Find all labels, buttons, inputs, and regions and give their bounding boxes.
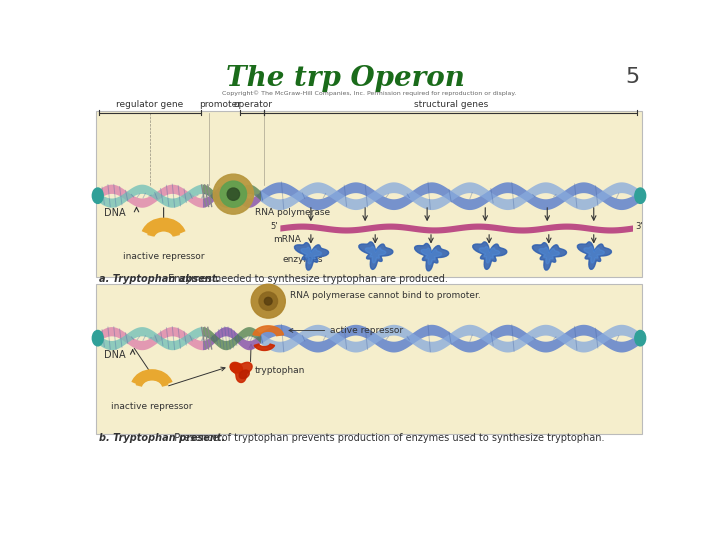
Text: a. Tryptophan absent.: a. Tryptophan absent.	[99, 274, 220, 284]
Text: regulator gene: regulator gene	[117, 100, 184, 110]
Ellipse shape	[92, 330, 103, 346]
Text: 5': 5'	[271, 222, 279, 231]
Text: operator: operator	[233, 100, 272, 110]
Polygon shape	[230, 362, 252, 382]
Circle shape	[228, 188, 240, 200]
Polygon shape	[473, 242, 507, 269]
Circle shape	[220, 181, 246, 207]
Polygon shape	[365, 246, 386, 263]
Polygon shape	[253, 326, 284, 336]
Text: Copyright© The McGraw-Hill Companies, Inc. Permission required for reproduction : Copyright© The McGraw-Hill Companies, In…	[222, 91, 516, 96]
Text: Presence of tryptophan prevents production of enzymes used to synthesize tryptop: Presence of tryptophan prevents producti…	[168, 433, 604, 443]
Ellipse shape	[239, 370, 249, 379]
Polygon shape	[532, 242, 567, 270]
Text: enzymes: enzymes	[282, 255, 323, 264]
Text: inactive repressor: inactive repressor	[112, 402, 193, 411]
Circle shape	[259, 292, 277, 310]
Text: active repressor: active repressor	[289, 326, 403, 335]
Polygon shape	[136, 375, 168, 386]
Polygon shape	[421, 248, 441, 265]
Text: mRNA: mRNA	[273, 235, 301, 244]
Text: RNA polymerase cannot bind to promoter.: RNA polymerase cannot bind to promoter.	[290, 291, 481, 300]
Ellipse shape	[635, 330, 646, 346]
Text: RNA polymerase: RNA polymerase	[255, 208, 330, 217]
Polygon shape	[301, 247, 322, 264]
Text: tryptophan: tryptophan	[255, 366, 305, 375]
Polygon shape	[539, 247, 559, 264]
FancyBboxPatch shape	[96, 111, 642, 276]
Text: 3': 3'	[635, 222, 642, 231]
FancyBboxPatch shape	[96, 284, 642, 434]
Circle shape	[213, 174, 253, 214]
Text: Enzymes needed to synthesize tryptophan are produced.: Enzymes needed to synthesize tryptophan …	[165, 274, 448, 284]
Text: DNA: DNA	[104, 208, 125, 218]
Text: promoter: promoter	[199, 100, 241, 110]
Circle shape	[264, 298, 272, 305]
Polygon shape	[480, 246, 500, 263]
Polygon shape	[148, 225, 179, 236]
Text: 5: 5	[626, 67, 639, 87]
Polygon shape	[359, 242, 393, 269]
Text: DNA: DNA	[104, 350, 125, 360]
Text: inactive repressor: inactive repressor	[123, 252, 204, 261]
Ellipse shape	[230, 363, 243, 373]
Ellipse shape	[92, 188, 103, 204]
Polygon shape	[415, 244, 449, 271]
Polygon shape	[294, 242, 328, 270]
Ellipse shape	[635, 188, 646, 204]
Text: The trp Operon: The trp Operon	[226, 65, 465, 92]
Text: structural genes: structural genes	[413, 100, 488, 110]
Polygon shape	[254, 344, 274, 350]
Polygon shape	[577, 242, 611, 269]
Text: b. Tryptophan present.: b. Tryptophan present.	[99, 433, 225, 443]
Circle shape	[251, 284, 285, 318]
Polygon shape	[584, 246, 604, 263]
